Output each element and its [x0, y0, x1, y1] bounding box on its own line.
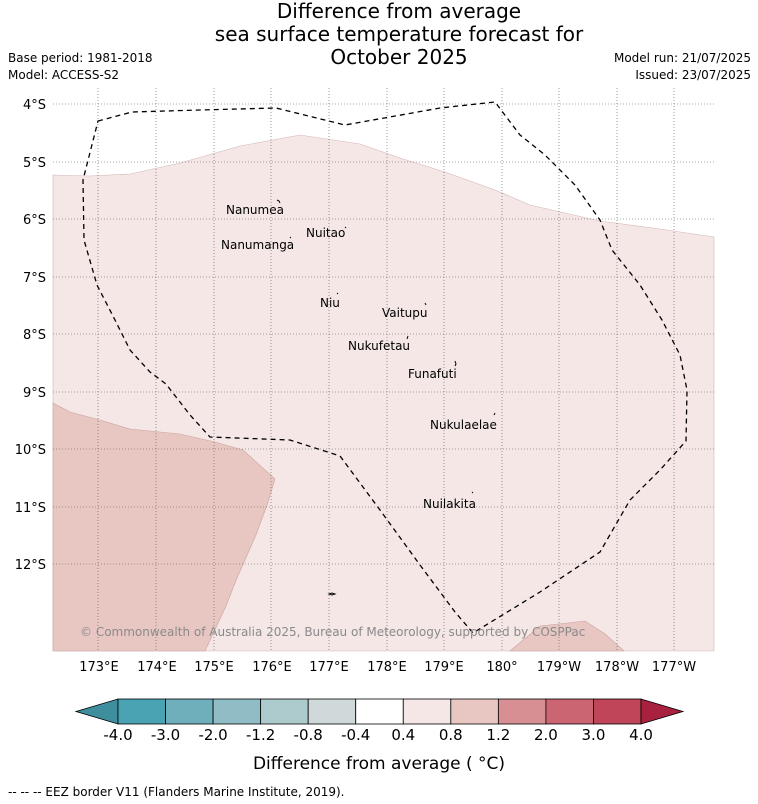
meta-right: Model run: 21/07/2025 Issued: 23/07/2025: [614, 50, 751, 84]
chart-title: Difference from average sea surface temp…: [0, 0, 758, 69]
colorbar-tick-label: -2.0: [198, 726, 227, 744]
island-marks: [276, 199, 496, 596]
lon-label: 179°W: [537, 660, 581, 675]
island-label-nuitao: Nuitao: [306, 226, 345, 240]
colorbar-segment: [260, 698, 309, 725]
title-line-1: Difference from average: [276, 0, 522, 23]
colorbar-segment: [402, 698, 452, 725]
colorbar-segment: [212, 698, 262, 725]
colorbar-segment: [165, 698, 214, 725]
lat-label: 4°S: [23, 98, 46, 113]
colorbar-segment: [355, 698, 404, 725]
island-label-funafuti: Funafuti: [408, 367, 457, 381]
title-line-2: sea surface temperature forecast for: [214, 22, 584, 46]
colorbar-tick-label: 3.0: [582, 726, 606, 744]
colorbar: -4.0 -3.0 -2.0 -1.2 -0.8 -0.4 0.4 0.8 1.2 2.0 3.0 4…: [74, 698, 685, 744]
lon-label: 179°E: [424, 660, 464, 675]
island-labels: Nanumea Nuitao Nanumanga Niu Vaitupu Nuk…: [221, 203, 497, 511]
anomaly-region-warm-right: [509, 620, 625, 652]
lon-label: 174°E: [137, 660, 177, 675]
colorbar-tick-label: -1.2: [246, 726, 275, 744]
gridlines: [53, 88, 714, 651]
colorbar-tick-label: 0.8: [439, 726, 463, 744]
colorbar-tick-label: 4.0: [629, 726, 653, 744]
colorbar-tick-label: -3.0: [151, 726, 180, 744]
island-label-nukulaelae: Nukulaelae: [430, 418, 497, 432]
lat-label: 12°S: [15, 558, 46, 573]
lat-label: 9°S: [23, 386, 46, 401]
colorbar-segment: [545, 698, 594, 725]
colorbar-segment: [497, 698, 547, 725]
lon-label: 176°E: [252, 660, 292, 675]
colorbar-segment: [307, 698, 357, 725]
lat-label: 5°S: [23, 156, 46, 171]
base-period: Base period: 1981-2018: [8, 51, 153, 65]
colorbar-extend-low: [74, 698, 119, 725]
model-name: Model: ACCESS-S2: [8, 68, 120, 82]
colorbar-tick-label: 2.0: [534, 726, 558, 744]
lat-label: 8°S: [23, 328, 46, 343]
colorbar-tick-label: -4.0: [103, 726, 132, 744]
island-label-vaitupu: Vaitupu: [382, 306, 428, 320]
lon-label: 175°E: [194, 660, 234, 675]
colorbar-tick-label: 1.2: [486, 726, 510, 744]
island-label-nuilakita: Nuilakita: [423, 497, 476, 511]
colorbar-tick-label: -0.4: [341, 726, 370, 744]
issued-date: Issued: 23/07/2025: [635, 68, 751, 82]
model-run: Model run: 21/07/2025: [613, 51, 751, 65]
lon-label: 177°E: [309, 660, 349, 675]
colorbar-tick-label: -0.8: [294, 726, 323, 744]
colorbar-segment: [450, 698, 499, 725]
lat-label: 7°S: [23, 271, 46, 286]
eez-legend-footer: -- -- -- EEZ border V11 (Flanders Marine…: [8, 785, 345, 799]
island-label-nanumanga: Nanumanga: [221, 238, 294, 252]
colorbar-extend-high: [640, 698, 685, 725]
lon-label: 178°E: [367, 660, 407, 675]
title-line-3: October 2025: [330, 45, 468, 69]
copyright-text: © Commonwealth of Australia 2025, Bureau…: [80, 625, 585, 639]
colorbar-segment: [117, 698, 166, 725]
lat-label: 6°S: [23, 213, 46, 228]
lon-label: 173°E: [79, 660, 119, 675]
lat-label: 11°S: [15, 501, 46, 516]
eez-border: [82, 101, 688, 634]
anomaly-region-warm-left: [52, 402, 276, 652]
lat-label: 10°S: [15, 443, 46, 458]
colorbar-segment: [593, 698, 642, 725]
colorbar-tick-label: 0.4: [391, 726, 415, 744]
meta-left: Base period: 1981-2018 Model: ACCESS-S2: [8, 50, 153, 84]
lon-axis-labels: 173°E 174°E 175°E 176°E 177°E 178°E 179°…: [79, 660, 696, 675]
colorbar-label: Difference from average ( °C): [253, 754, 505, 774]
island-label-nanumea: Nanumea: [226, 203, 284, 217]
lon-label: 178°W: [595, 660, 639, 675]
lon-label: 180°: [486, 660, 517, 675]
island-label-nukufetau: Nukufetau: [348, 339, 410, 353]
lon-label: 177°W: [652, 660, 696, 675]
island-label-niu: Niu: [320, 296, 340, 310]
lat-axis-labels: 4°S 5°S 6°S 7°S 8°S 9°S 10°S 11°S 12°S: [15, 98, 46, 573]
